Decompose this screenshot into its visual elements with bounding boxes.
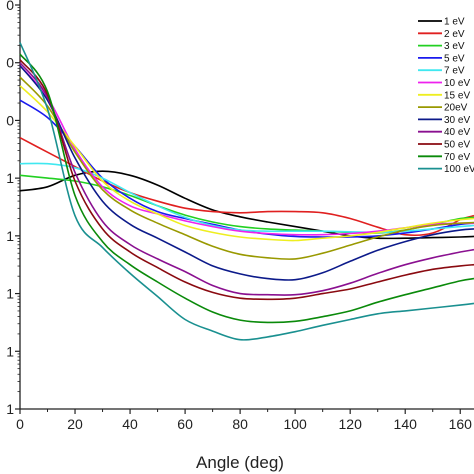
legend-label: 1 eV (444, 17, 465, 28)
series-line-30ev (19, 65, 474, 281)
series-line-7ev (19, 162, 474, 234)
legend-label: 40 eV (444, 127, 470, 138)
y-tick-label: 1 (6, 401, 14, 417)
x-tick-label: 160 (449, 416, 473, 432)
y-tick-label: 0 (6, 55, 14, 71)
y-tick-label: 0 (6, 0, 14, 13)
legend-label: 5 eV (444, 53, 465, 64)
legend-label: 3 eV (444, 41, 465, 52)
series-line-2ev (19, 136, 474, 237)
series-line-10ev (19, 65, 474, 236)
series-line-15ev (19, 85, 474, 242)
y-tick-label: 1 (6, 286, 14, 302)
y-tick-label: 1 (6, 343, 14, 359)
legend-label: 30 eV (444, 115, 470, 126)
series-line-50ev (19, 59, 474, 301)
series-line-1ev (19, 170, 474, 240)
x-tick-label: 20 (67, 416, 83, 432)
x-tick-label: 60 (177, 416, 193, 432)
series-line-20ev (19, 76, 474, 260)
legend-label: 50 eV (444, 140, 470, 151)
legend-label: 10 eV (444, 78, 470, 89)
y-tick-label: 0 (6, 112, 14, 128)
x-axis-label: Angle (deg) (196, 453, 284, 472)
legend-label: 2 eV (444, 29, 465, 40)
x-tick-label: 140 (394, 416, 418, 432)
series-line-70ev (19, 53, 474, 324)
legend-label: 15 eV (444, 90, 470, 101)
x-tick-label: 100 (283, 416, 307, 432)
x-tick-label: 0 (16, 416, 24, 432)
series-group (19, 42, 474, 341)
x-tick-label: 80 (232, 416, 248, 432)
legend-label: 7 eV (444, 66, 465, 77)
series-line-3ev (19, 174, 474, 234)
y-tick-label: 1 (6, 170, 14, 186)
legend-label: 100 eV (444, 164, 474, 175)
y-tick-label: 1 (6, 228, 14, 244)
legend-label: 70 eV (444, 152, 470, 163)
x-tick-label: 40 (122, 416, 138, 432)
legend-label: 20eV (444, 103, 468, 114)
series-line-40ev (19, 62, 474, 296)
x-tick-label: 120 (339, 416, 363, 432)
series-line-100ev (19, 42, 474, 341)
